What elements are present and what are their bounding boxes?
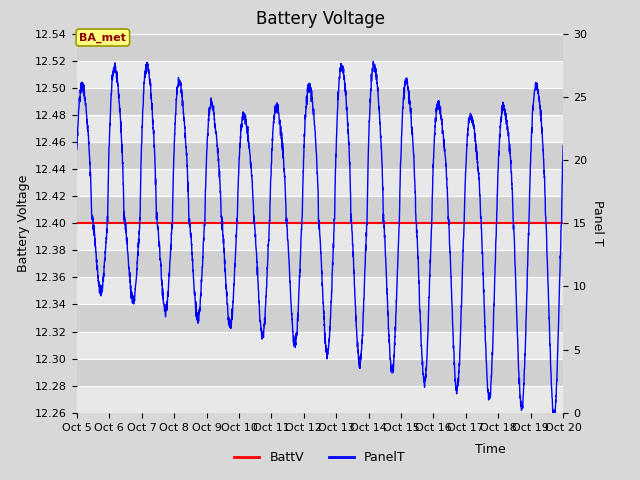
X-axis label: Time: Time (475, 443, 506, 456)
Bar (77, 88, 563, 115)
Legend: BattV, PanelT: BattV, PanelT (229, 446, 411, 469)
Bar (77, 223, 563, 250)
Y-axis label: Battery Voltage: Battery Voltage (17, 175, 29, 272)
Bar (77, 332, 563, 359)
Bar (77, 196, 563, 223)
Bar (77, 359, 563, 386)
Bar (77, 34, 563, 60)
Bar (77, 277, 563, 304)
Bar (77, 250, 563, 277)
Text: Battery Voltage: Battery Voltage (255, 10, 385, 28)
Bar (77, 304, 563, 332)
Bar (77, 60, 563, 88)
Bar (77, 169, 563, 196)
Y-axis label: Panel T: Panel T (591, 200, 604, 246)
Bar (77, 386, 563, 413)
Bar (77, 142, 563, 169)
Bar (77, 115, 563, 142)
Text: BA_met: BA_met (79, 32, 126, 43)
